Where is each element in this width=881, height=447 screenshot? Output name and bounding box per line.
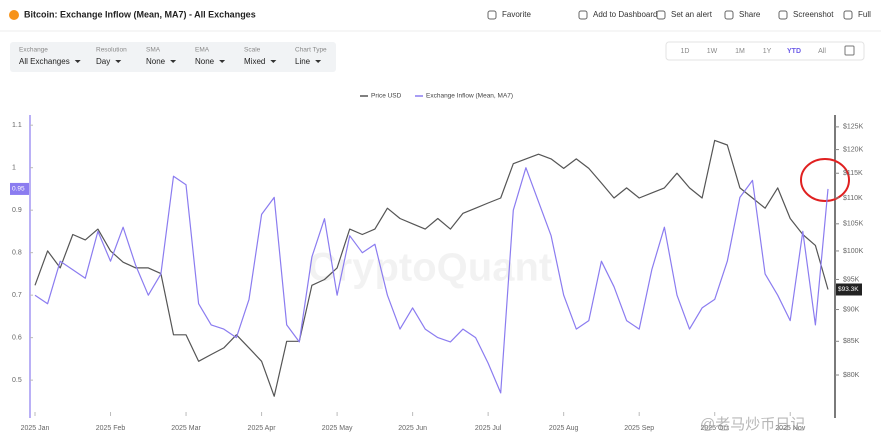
y-tick-label: 0.7 <box>12 292 22 299</box>
highlight-circle <box>800 158 850 202</box>
dropdown-arrow <box>74 60 81 63</box>
y-tick-label: 0.8 <box>12 250 22 257</box>
y2-tick-label: $85K <box>843 338 860 345</box>
y-tick-label: 1.1 <box>12 122 22 129</box>
legend-label: Price USD <box>371 93 402 100</box>
y-tick-label: 0.9 <box>12 207 22 214</box>
action-button[interactable]: Full <box>858 10 871 19</box>
coin-icon <box>9 10 19 20</box>
filter-label: Exchange <box>19 47 48 54</box>
x-tick-label: 2025 Mar <box>171 425 201 432</box>
x-tick-label: 2025 May <box>322 425 353 432</box>
y2-tick-label: $90K <box>843 306 860 313</box>
action-button[interactable]: Set an alert <box>671 10 713 19</box>
y2-tick-label: $115K <box>843 170 863 177</box>
filter-value[interactable]: Mixed <box>244 57 265 66</box>
filter-value[interactable]: None <box>195 57 215 66</box>
x-tick-label: 2025 Aug <box>549 425 579 432</box>
last-value-box <box>10 182 29 195</box>
filter-label: SMA <box>146 47 161 54</box>
action-button[interactable]: Screenshot <box>793 10 834 19</box>
y2-tick-label: $110K <box>843 195 863 202</box>
series-line <box>34 139 829 397</box>
dropdown-arrow <box>219 60 226 63</box>
range-panel <box>665 41 865 61</box>
dropdown-arrow <box>115 60 122 63</box>
action-icon[interactable] <box>656 10 666 20</box>
range-button[interactable]: YTD <box>787 48 801 55</box>
dropdown-arrow <box>315 60 322 63</box>
range-button[interactable]: 1D <box>681 48 690 55</box>
x-tick-label: 2025 Oct <box>701 425 729 432</box>
action-icon[interactable] <box>843 10 853 20</box>
legend-label: Exchange Inflow (Mean, MA7) <box>426 93 513 100</box>
x-tick-label: 2025 Jan <box>21 425 50 432</box>
x-tick-label: 2025 Nov <box>775 425 805 432</box>
action-button[interactable]: Share <box>739 10 761 19</box>
action-icon[interactable] <box>724 10 734 20</box>
y-tick-label: 1 <box>12 165 16 172</box>
watermark: CryptoQuant <box>308 246 552 290</box>
overlay-watermark: @老马炒币日记 <box>700 416 805 433</box>
y2-tick-label: $125K <box>843 124 864 131</box>
x-tick-label: 2025 Feb <box>96 425 126 432</box>
x-tick-label: 2025 Jun <box>398 425 427 432</box>
x-tick-label: 2025 Jul <box>475 425 502 432</box>
last-value-label: $93.3K <box>838 286 859 293</box>
dropdown-arrow <box>270 60 277 63</box>
filter-label: EMA <box>195 47 210 54</box>
y2-tick-label: $80K <box>843 372 860 379</box>
action-button[interactable]: Add to Dashboard <box>593 10 658 19</box>
range-button[interactable]: 1M <box>735 48 745 55</box>
filter-value[interactable]: All Exchanges <box>19 57 70 66</box>
last-value-label: 0.95 <box>12 186 25 193</box>
last-value-box <box>836 283 862 296</box>
range-button[interactable]: 1Y <box>763 48 772 55</box>
action-button[interactable]: Favorite <box>502 10 531 19</box>
calendar-button[interactable] <box>844 45 855 56</box>
filter-value[interactable]: Line <box>295 57 311 66</box>
y2-tick-label: $95K <box>843 276 860 283</box>
y2-tick-label: $105K <box>843 221 864 228</box>
filter-label: Chart Type <box>295 47 327 54</box>
series-line <box>34 167 829 394</box>
action-icon[interactable] <box>578 10 588 20</box>
y2-tick-label: $100K <box>843 248 864 255</box>
filter-value[interactable]: None <box>146 57 166 66</box>
filter-label: Resolution <box>96 47 127 54</box>
action-icon[interactable] <box>778 10 788 20</box>
page-title: Bitcoin: Exchange Inflow (Mean, MA7) - A… <box>24 9 256 19</box>
x-tick-label: 2025 Sep <box>624 425 654 432</box>
y2-tick-label: $120K <box>843 146 864 153</box>
filter-value[interactable]: Day <box>96 57 110 66</box>
y-tick-label: 0.5 <box>12 377 22 384</box>
x-tick-label: 2025 Apr <box>248 425 277 432</box>
filter-label: Scale <box>244 47 261 54</box>
dropdown-arrow <box>170 60 177 63</box>
action-icon[interactable] <box>487 10 497 20</box>
range-button[interactable]: All <box>818 48 826 55</box>
range-button[interactable]: 1W <box>707 48 718 55</box>
y-tick-label: 0.6 <box>12 334 22 341</box>
filter-panel <box>10 42 336 72</box>
